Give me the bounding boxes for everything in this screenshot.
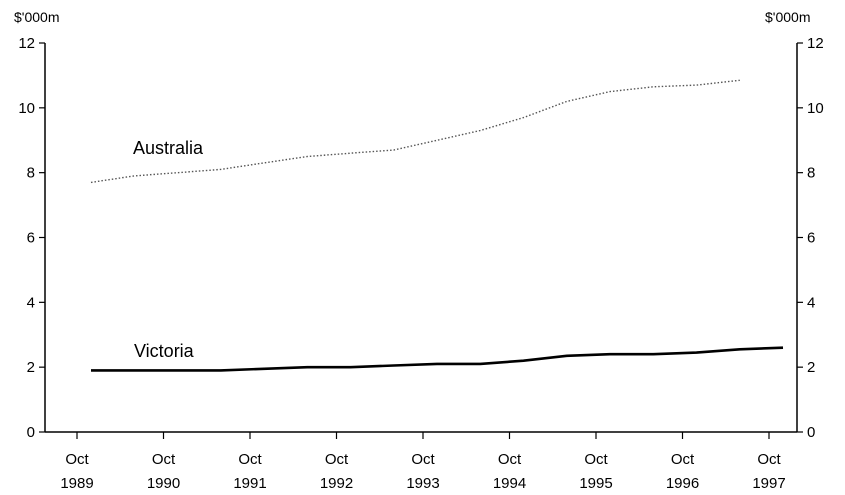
x-tick-label-month: Oct bbox=[152, 451, 176, 468]
x-tick-label-year: 1991 bbox=[233, 475, 266, 492]
y-tick-label-right: 6 bbox=[807, 230, 815, 247]
y-tick-label-left: 8 bbox=[27, 165, 35, 182]
x-tick-label-year: 1992 bbox=[320, 475, 353, 492]
left-axis-unit: $'000m bbox=[14, 9, 59, 25]
x-tick-label-year: 1993 bbox=[406, 475, 439, 492]
x-tick-label-year: 1990 bbox=[147, 475, 180, 492]
y-tick-label-left: 2 bbox=[27, 359, 35, 376]
y-tick-label-right: 8 bbox=[807, 165, 815, 182]
x-tick-label-month: Oct bbox=[325, 451, 349, 468]
x-tick-label-month: Oct bbox=[671, 451, 695, 468]
x-tick-label-month: Oct bbox=[498, 451, 522, 468]
series-label-australia: Australia bbox=[133, 138, 204, 158]
series-label-victoria: Victoria bbox=[134, 341, 195, 361]
y-tick-label-right: 0 bbox=[807, 424, 815, 441]
x-tick-label-month: Oct bbox=[411, 451, 435, 468]
x-tick-label-month: Oct bbox=[65, 451, 89, 468]
series-line-victoria bbox=[91, 346, 784, 372]
series-line-australia bbox=[90, 79, 740, 184]
y-tick-label-left: 12 bbox=[18, 35, 35, 52]
right-axis-unit: $'000m bbox=[765, 9, 810, 25]
x-tick-label-year: 1997 bbox=[752, 475, 785, 492]
y-tick-label-right: 12 bbox=[807, 35, 824, 52]
x-tick-label-year: 1994 bbox=[493, 475, 526, 492]
y-tick-label-left: 0 bbox=[27, 424, 35, 441]
y-tick-label-right: 10 bbox=[807, 100, 824, 117]
x-tick-label-year: 1996 bbox=[666, 475, 699, 492]
y-tick-label-left: 10 bbox=[18, 100, 35, 117]
y-tick-label-right: 4 bbox=[807, 294, 815, 311]
y-tick-label-left: 4 bbox=[27, 294, 35, 311]
y-tick-label-left: 6 bbox=[27, 230, 35, 247]
x-tick-label-year: 1995 bbox=[579, 475, 612, 492]
x-tick-label-month: Oct bbox=[757, 451, 781, 468]
x-tick-label-month: Oct bbox=[238, 451, 262, 468]
y-tick-label-right: 2 bbox=[807, 359, 815, 376]
x-tick-label-year: 1989 bbox=[60, 475, 93, 492]
x-tick-label-month: Oct bbox=[584, 451, 608, 468]
